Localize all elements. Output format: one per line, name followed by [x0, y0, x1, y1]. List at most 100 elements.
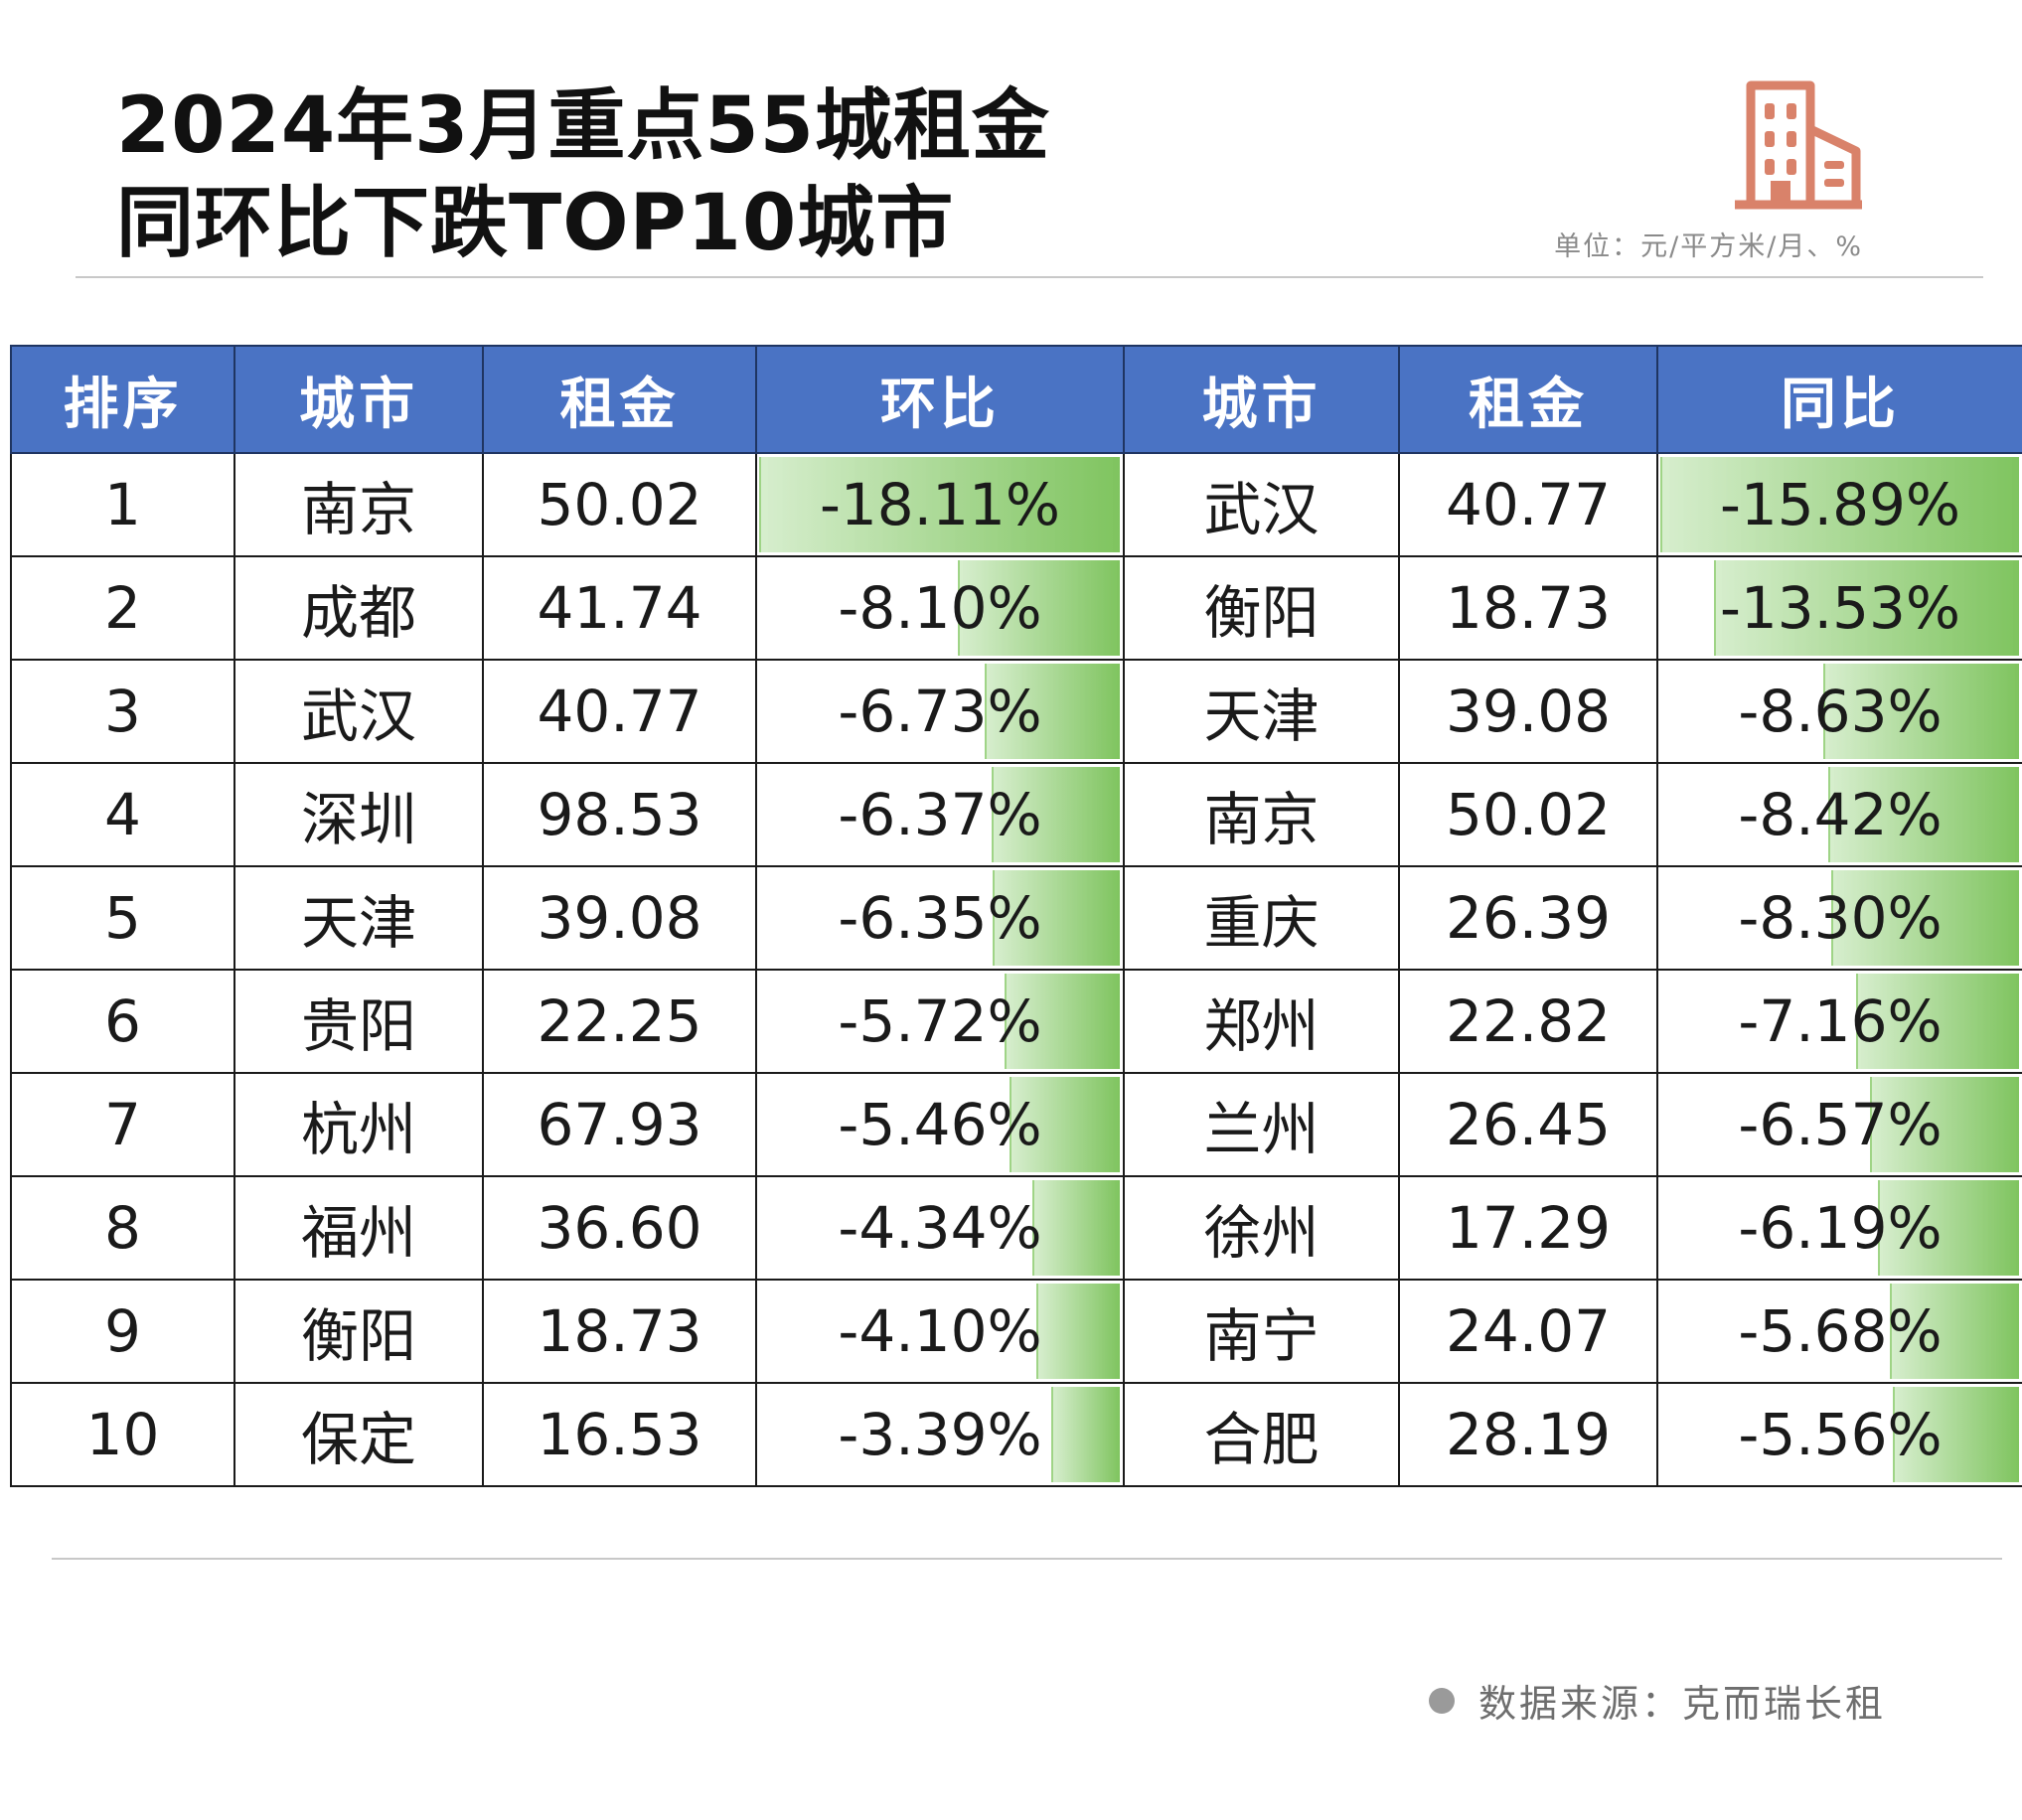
yoy-value: -7.16%: [1738, 987, 1943, 1055]
mom-value: -3.39%: [838, 1401, 1042, 1468]
top-divider: [76, 276, 1983, 278]
city-cell-yoy: 天津: [1123, 659, 1400, 764]
rent-cell-yoy: 18.73: [1398, 555, 1658, 661]
mom-cell: -4.10%: [755, 1279, 1125, 1384]
yoy-value: -6.19%: [1738, 1194, 1943, 1262]
rent-cell-mom: 22.25: [482, 969, 757, 1074]
mom-value: -4.34%: [838, 1194, 1042, 1262]
mom-cell: -4.34%: [755, 1175, 1125, 1281]
yoy-bar: [1713, 560, 2019, 656]
mom-bar: [1036, 1284, 1120, 1379]
city-cell-mom: 天津: [233, 865, 484, 971]
mom-cell: -6.37%: [755, 762, 1125, 867]
mom-value: -5.72%: [838, 987, 1042, 1055]
mom-bar: [1031, 1180, 1120, 1276]
city-cell-mom: 深圳: [233, 762, 484, 867]
yoy-cell: -7.16%: [1656, 969, 2022, 1074]
yoy-cell: -6.57%: [1656, 1072, 2022, 1177]
rank-cell: 1: [10, 452, 235, 557]
ranking-table: 排序 城市 租金 环比 城市 租金 同比 1 南京 50.02 -18.11% 武汉 40…: [10, 345, 2022, 1487]
building-icon: [1735, 80, 1862, 210]
city-cell-yoy: 重庆: [1123, 865, 1400, 971]
mom-cell: -3.39%: [755, 1382, 1125, 1487]
mom-cell: -6.35%: [755, 865, 1125, 971]
rent-cell-mom: 98.53: [482, 762, 757, 867]
rank-cell: 7: [10, 1072, 235, 1177]
rent-cell-yoy: 39.08: [1398, 659, 1658, 764]
table-row: 1 南京 50.02 -18.11% 武汉 40.77 -15.89%: [10, 452, 2022, 557]
yoy-bar: [1856, 974, 2019, 1069]
source-text: 数据来源：克而瑞长租: [1478, 1682, 1886, 1726]
yoy-value: -13.53%: [1719, 574, 1961, 642]
rent-cell-mom: 50.02: [482, 452, 757, 557]
city-cell-yoy: 兰州: [1123, 1072, 1400, 1177]
yoy-bar: [1889, 1284, 2019, 1379]
yoy-cell: -8.30%: [1656, 865, 2022, 971]
rent-cell-mom: 18.73: [482, 1279, 757, 1384]
mom-value: -18.11%: [819, 471, 1061, 538]
title-line-1: 2024年3月重点55城租金: [116, 81, 1050, 171]
rank-cell: 9: [10, 1279, 235, 1384]
yoy-cell: -5.56%: [1656, 1382, 2022, 1487]
yoy-value: -5.68%: [1738, 1297, 1943, 1365]
yoy-value: -8.30%: [1738, 884, 1943, 952]
yoy-value: -15.89%: [1719, 471, 1961, 538]
yoy-value: -8.42%: [1738, 781, 1943, 848]
city-cell-yoy: 武汉: [1123, 452, 1400, 557]
yoy-cell: -6.19%: [1656, 1175, 2022, 1281]
city-cell-mom: 衡阳: [233, 1279, 484, 1384]
rent-cell-yoy: 17.29: [1398, 1175, 1658, 1281]
mom-value: -5.46%: [838, 1091, 1042, 1158]
yoy-bar: [1869, 1077, 2019, 1172]
mom-cell: -6.73%: [755, 659, 1125, 764]
header-city-mom: 城市: [233, 345, 484, 454]
mom-bar: [1050, 1387, 1120, 1482]
mom-bar: [1005, 974, 1120, 1069]
mom-cell: -8.10%: [755, 555, 1125, 661]
rank-cell: 3: [10, 659, 235, 764]
yoy-cell: -5.68%: [1656, 1279, 2022, 1384]
rank-cell: 2: [10, 555, 235, 661]
mom-value: -6.73%: [838, 678, 1042, 745]
mom-bar: [1010, 1077, 1120, 1172]
city-cell-mom: 保定: [233, 1382, 484, 1487]
table-row: 8 福州 36.60 -4.34% 徐州 17.29 -6.19%: [10, 1175, 2022, 1281]
city-cell-yoy: 郑州: [1123, 969, 1400, 1074]
city-cell-mom: 福州: [233, 1175, 484, 1281]
mom-bar: [759, 457, 1120, 552]
table-row: 2 成都 41.74 -8.10% 衡阳 18.73 -13.53%: [10, 555, 2022, 661]
mom-bar: [984, 664, 1120, 759]
rent-cell-mom: 16.53: [482, 1382, 757, 1487]
header-city-yoy: 城市: [1123, 345, 1400, 454]
city-cell-yoy: 徐州: [1123, 1175, 1400, 1281]
city-cell-mom: 南京: [233, 452, 484, 557]
mom-bar: [992, 870, 1120, 966]
rent-cell-yoy: 50.02: [1398, 762, 1658, 867]
yoy-bar: [1823, 664, 2019, 759]
rent-cell-yoy: 22.82: [1398, 969, 1658, 1074]
city-cell-yoy: 南宁: [1123, 1279, 1400, 1384]
rank-cell: 6: [10, 969, 235, 1074]
city-cell-yoy: 南京: [1123, 762, 1400, 867]
rank-cell: 5: [10, 865, 235, 971]
yoy-value: -8.63%: [1738, 678, 1943, 745]
yoy-bar: [1878, 1180, 2019, 1276]
header-rent-mom: 租金: [482, 345, 757, 454]
rent-cell-mom: 39.08: [482, 865, 757, 971]
rent-cell-yoy: 24.07: [1398, 1279, 1658, 1384]
rent-cell-mom: 40.77: [482, 659, 757, 764]
rent-cell-yoy: 26.39: [1398, 865, 1658, 971]
header-yoy: 同比: [1656, 345, 2022, 454]
mom-cell: -5.46%: [755, 1072, 1125, 1177]
table-header-row: 排序 城市 租金 环比 城市 租金 同比: [10, 345, 2022, 454]
yoy-bar: [1827, 767, 2019, 862]
unit-label: 单位：元/平方米/月、%: [1554, 231, 1863, 262]
yoy-bar: [1892, 1387, 2019, 1482]
rank-cell: 8: [10, 1175, 235, 1281]
table-row: 10 保定 16.53 -3.39% 合肥 28.19 -5.56%: [10, 1382, 2022, 1487]
table-row: 5 天津 39.08 -6.35% 重庆 26.39 -8.30%: [10, 865, 2022, 971]
yoy-bar: [1830, 870, 2019, 966]
yoy-bar: [1660, 457, 2019, 552]
page-title: 2024年3月重点55城租金 同环比下跌TOP10城市: [116, 77, 1050, 272]
rank-cell: 10: [10, 1382, 235, 1487]
